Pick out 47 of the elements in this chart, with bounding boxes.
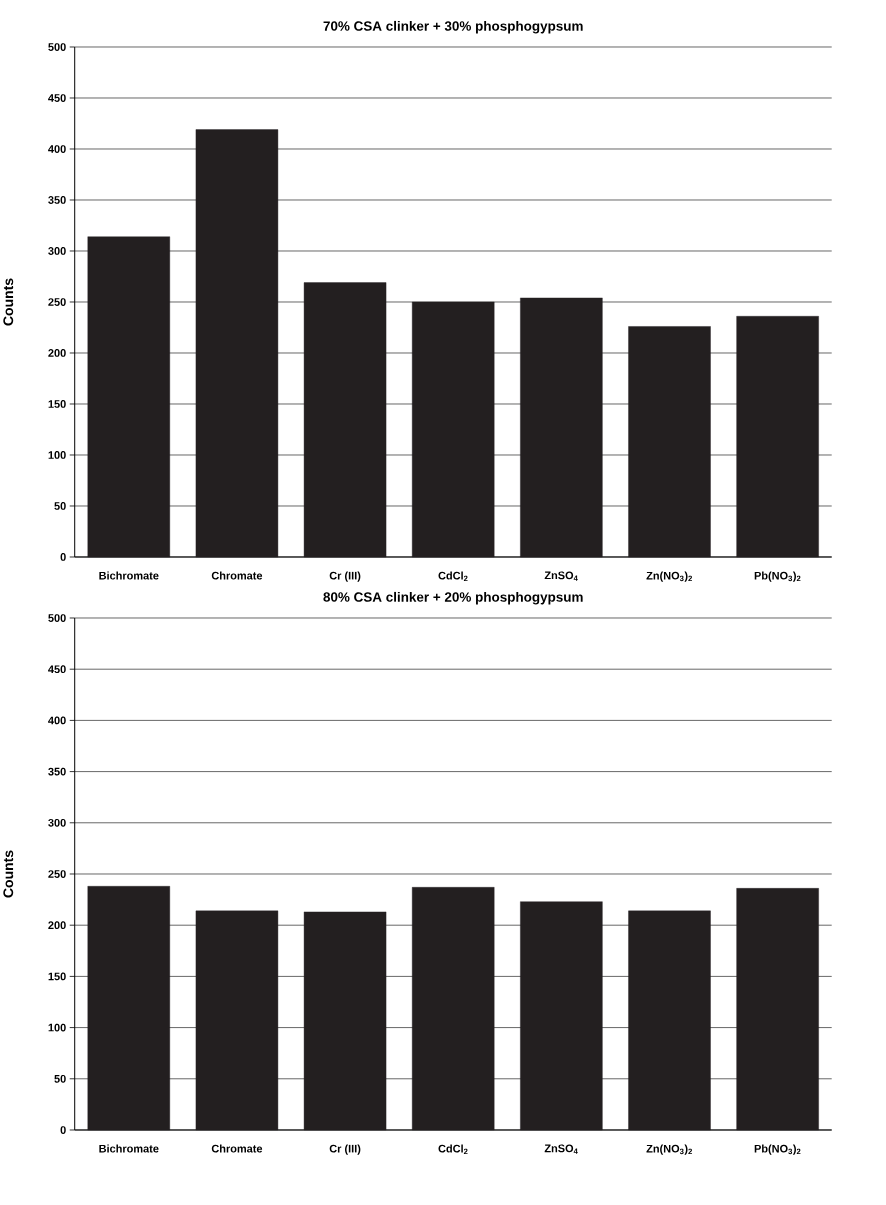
x-tick-label: CdCl$_{2}$	[438, 1144, 468, 1155]
y-tick-label: 200	[48, 349, 66, 357]
x-tick-label: Cr (III)	[329, 571, 361, 582]
y-tick-label: 500	[48, 614, 66, 622]
y-tick-label: 300	[48, 247, 66, 255]
y-tick-label: 200	[48, 921, 66, 930]
bar	[195, 129, 279, 558]
bar	[628, 326, 711, 558]
x-tick-label: Chromate	[211, 1144, 263, 1153]
chart-title: 80% CSA clinker + 20% phosphogypsum	[323, 591, 583, 605]
y-tick-label: 350	[48, 767, 66, 776]
x-tick-label: ZnSO$_{4}$	[544, 1144, 578, 1154]
y-tick-label: 450	[48, 665, 66, 674]
x-tick-label: Zn(NO$_{3}$)$_{2}$	[646, 571, 693, 582]
y-tick-label: 50	[54, 502, 66, 510]
y-tick-label: 50	[54, 1074, 66, 1083]
x-tick-label: Bichromate	[99, 571, 159, 580]
bar	[303, 282, 387, 558]
y-tick-label: 250	[48, 298, 66, 306]
y-tick-label: 100	[48, 1023, 66, 1032]
x-tick-label: Pb(NO$_{3}$)$_{2}$	[754, 571, 801, 582]
bar	[87, 236, 171, 558]
chart-title: 70% CSA clinker + 30% phosphogypsum	[323, 20, 583, 34]
y-tick-label: 0	[60, 1126, 66, 1134]
y-tick-label: 400	[48, 145, 66, 153]
x-tick-label: Pb(NO$_{3}$)$_{2}$	[754, 1144, 801, 1155]
y-tick-label: 500	[48, 43, 66, 51]
bar	[412, 301, 495, 558]
y-axis-title: Counts	[3, 850, 14, 898]
bar	[520, 297, 603, 558]
y-tick-label: 400	[48, 716, 66, 725]
x-tick-label: Chromate	[211, 571, 263, 580]
y-tick-label: 150	[48, 400, 66, 408]
y-tick-label: 350	[48, 196, 66, 204]
y-tick-label: 150	[48, 972, 66, 981]
y-axis-title: Counts	[3, 278, 14, 326]
y-tick-label: 300	[48, 818, 66, 827]
x-tick-label: Zn(NO$_{3}$)$_{2}$	[646, 1144, 693, 1155]
x-tick-label: CdCl$_{2}$	[438, 571, 468, 582]
y-tick-label: 250	[48, 870, 66, 878]
y-tick-label: 100	[48, 451, 66, 459]
y-tick-label: 0	[60, 553, 66, 561]
x-tick-label: Bichromate	[99, 1144, 159, 1153]
x-tick-label: Cr (III)	[329, 1144, 361, 1155]
y-tick-label: 450	[48, 94, 66, 102]
bar	[736, 316, 819, 558]
x-tick-label: ZnSO$_{4}$	[544, 571, 578, 581]
